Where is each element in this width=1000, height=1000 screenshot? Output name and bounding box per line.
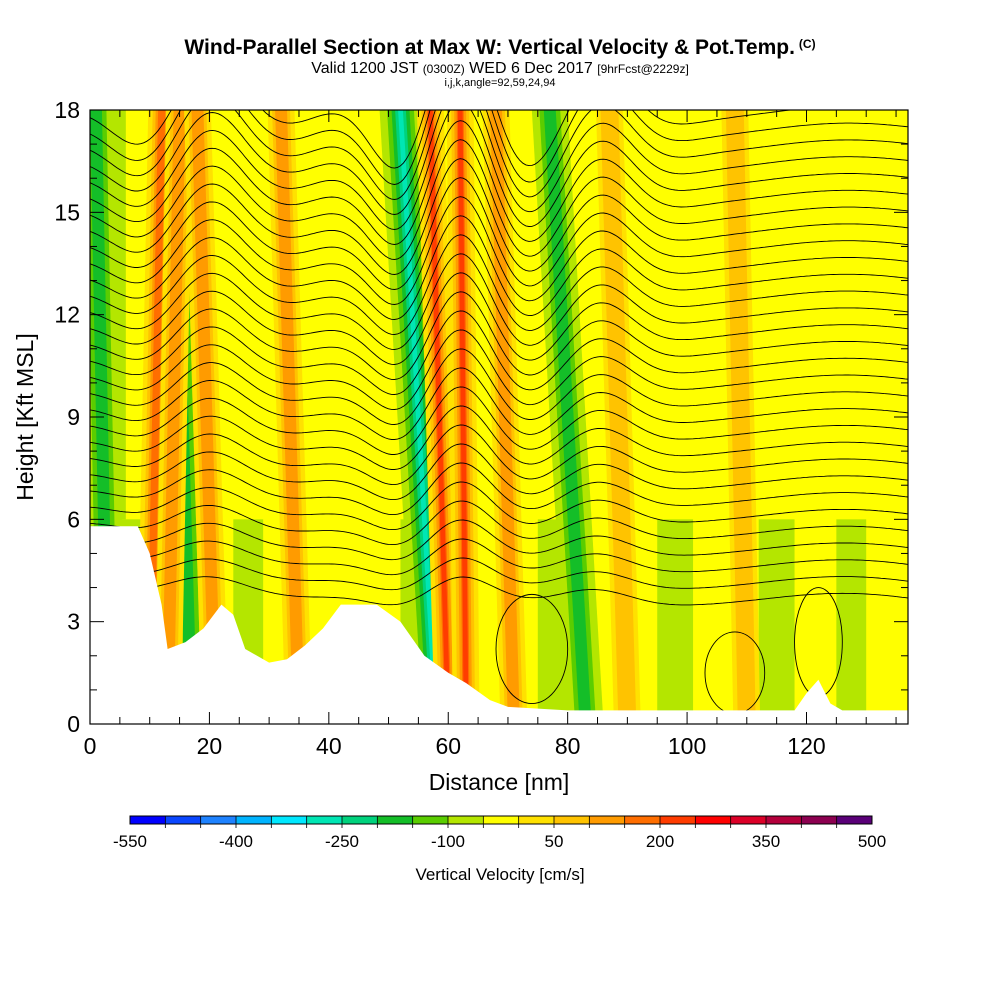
theta-contour bbox=[90, 405, 908, 470]
x-tick-label: 120 bbox=[787, 733, 825, 759]
colorbar-swatch bbox=[271, 816, 308, 824]
theta-contour bbox=[90, 110, 908, 200]
copyright-mark: (C) bbox=[798, 37, 816, 51]
colorbar-swatch bbox=[554, 816, 590, 824]
colorbar-swatch bbox=[342, 816, 378, 824]
colorbar-frame bbox=[129, 815, 873, 825]
y-tick-label: 3 bbox=[67, 609, 80, 635]
updraft-band bbox=[457, 110, 469, 724]
theta-contour bbox=[90, 424, 908, 486]
y-axis: 0 3 6 9 12 15 18 bbox=[54, 97, 908, 737]
theta-contour bbox=[90, 291, 908, 380]
y-tick-label: 6 bbox=[67, 506, 80, 532]
theta-contour bbox=[90, 253, 908, 350]
y-tick-label: 9 bbox=[67, 404, 80, 430]
colorbar-swatch bbox=[660, 816, 696, 824]
colorbar-swatch bbox=[165, 816, 202, 824]
colorbar-tick-label: -250 bbox=[325, 832, 359, 851]
x-tick-label: 60 bbox=[435, 733, 461, 759]
colorbar-swatch bbox=[589, 816, 626, 824]
colorbar-label: Vertical Velocity [cm/s] bbox=[415, 865, 584, 884]
colorbar-swatch bbox=[483, 816, 520, 824]
colorbar-tick-label: -400 bbox=[219, 832, 253, 851]
updraft-band bbox=[275, 110, 305, 724]
x-tick-label: 20 bbox=[197, 733, 223, 759]
chart-title: Wind-Parallel Section at Max W: Vertical… bbox=[184, 36, 816, 59]
theta-contour bbox=[90, 196, 908, 305]
updraft-band bbox=[191, 110, 222, 724]
y-tick-label: 15 bbox=[54, 199, 80, 225]
x-tick-label: 0 bbox=[84, 733, 97, 759]
y-tick-label: 12 bbox=[54, 302, 80, 328]
theta-contour bbox=[90, 110, 908, 185]
colorbar: -550 -400 -250 -100 50 200 350 500 bbox=[113, 815, 886, 851]
colorbar-swatch bbox=[236, 816, 272, 824]
theta-contour bbox=[90, 367, 908, 440]
colorbar-swatch bbox=[801, 816, 838, 824]
theta-contour bbox=[495, 593, 569, 704]
low-level-zone bbox=[657, 519, 694, 724]
y-tick-label: 0 bbox=[67, 711, 80, 737]
colorbar-swatch bbox=[624, 816, 661, 824]
x-tick-label: 80 bbox=[555, 733, 581, 759]
theta-contour bbox=[90, 139, 908, 260]
theta-contour bbox=[90, 386, 908, 455]
colorbar-swatch bbox=[130, 816, 166, 824]
colorbar-tick-label: -550 bbox=[113, 832, 147, 851]
x-tick-label: 100 bbox=[668, 733, 706, 759]
theta-contour bbox=[90, 329, 908, 410]
updraft-band bbox=[427, 110, 451, 724]
theta-contour bbox=[90, 462, 908, 516]
theta-contour bbox=[90, 443, 908, 501]
theta-contour bbox=[90, 519, 908, 561]
theta-contour bbox=[90, 215, 908, 320]
theta-contour bbox=[90, 177, 908, 290]
theta-contour bbox=[90, 557, 908, 591]
colorbar-tick-label: 350 bbox=[752, 832, 780, 851]
x-axis-label: Distance [nm] bbox=[429, 769, 570, 795]
theta-contour bbox=[90, 500, 908, 546]
low-level-zone bbox=[758, 519, 795, 724]
colorbar-swatch bbox=[306, 816, 343, 824]
low-level-zone bbox=[836, 519, 867, 724]
colorbar-swatch bbox=[448, 816, 484, 824]
colorbar-swatch bbox=[518, 816, 555, 824]
y-tick-label: 18 bbox=[54, 97, 80, 123]
updraft-band bbox=[161, 110, 186, 724]
theta-contour bbox=[90, 576, 908, 606]
colorbar-tick-label: 50 bbox=[545, 832, 564, 851]
updraft-band bbox=[490, 110, 520, 724]
colorbar-swatch bbox=[695, 816, 732, 824]
theta-contour bbox=[90, 538, 908, 576]
grid-info: i,j,k,angle=92,59,24,94 bbox=[444, 77, 556, 89]
colorbar-tick-label: 200 bbox=[646, 832, 674, 851]
colorbar-swatch bbox=[836, 816, 873, 824]
theta-contour bbox=[90, 310, 908, 395]
theta-contour bbox=[90, 272, 908, 365]
theta-contours bbox=[90, 110, 908, 715]
terrain-mask bbox=[90, 526, 908, 724]
theta-contour bbox=[90, 234, 908, 335]
colorbar-swatch bbox=[730, 816, 767, 824]
colorbar-swatch bbox=[412, 816, 449, 824]
x-axis: 0 20 40 60 80 100 120 bbox=[84, 110, 897, 759]
updraft-band bbox=[600, 110, 637, 724]
colorbar-tick-label: -100 bbox=[431, 832, 465, 851]
theta-contour bbox=[90, 110, 908, 230]
terrain bbox=[90, 526, 908, 724]
theta-contour bbox=[90, 110, 908, 169]
colorbar-swatch bbox=[766, 816, 802, 824]
theta-contour bbox=[90, 481, 908, 531]
theta-contour bbox=[90, 120, 908, 245]
y-axis-label: Height [Kft MSL] bbox=[12, 333, 38, 500]
theta-contour bbox=[90, 348, 908, 425]
colorbar-swatch bbox=[377, 816, 414, 824]
theta-contour bbox=[90, 110, 908, 215]
theta-contour bbox=[90, 158, 908, 275]
x-tick-label: 40 bbox=[316, 733, 342, 759]
colorbar-tick-label: 500 bbox=[858, 832, 886, 851]
colorbar-swatch bbox=[200, 816, 237, 824]
valid-time: Valid 1200 JST (0300Z) WED 6 Dec 2017 [9… bbox=[311, 60, 689, 77]
